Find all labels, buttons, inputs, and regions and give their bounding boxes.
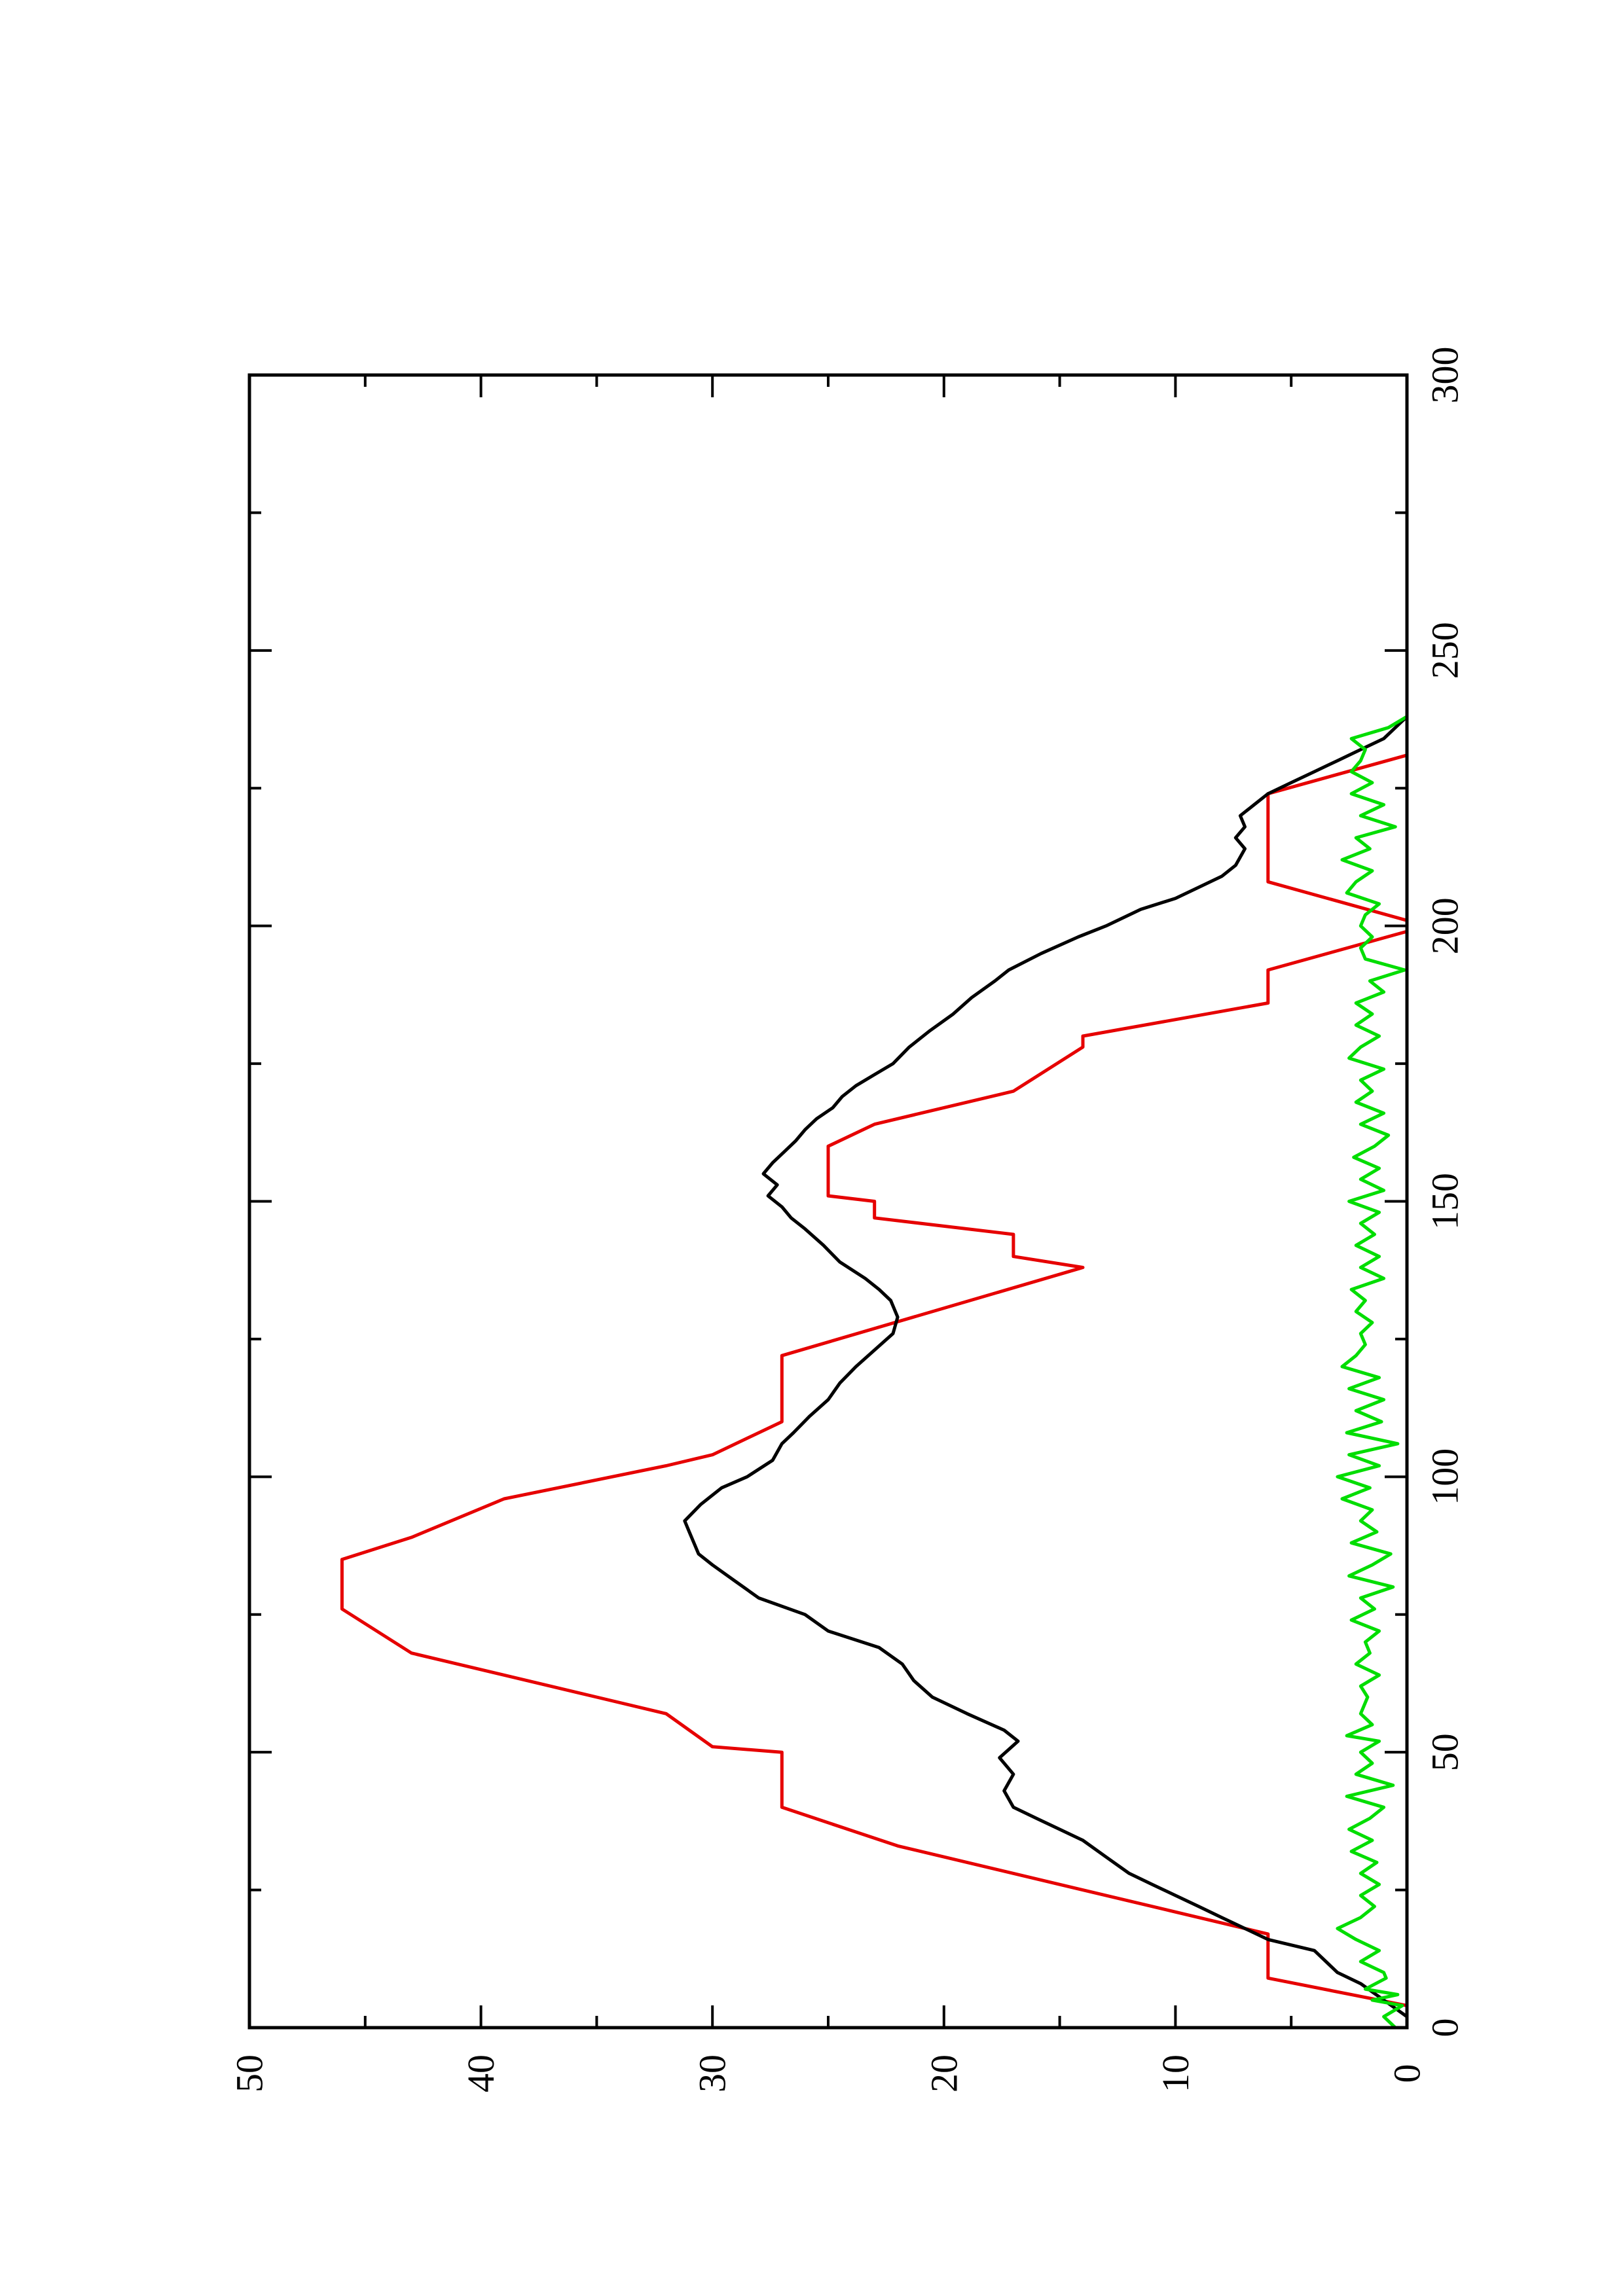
series-line-3 xyxy=(1336,715,1408,2029)
series-layer xyxy=(340,715,1409,2029)
x-tick-label-200: 200 xyxy=(1424,897,1467,954)
y-tick-label-30: 30 xyxy=(691,2054,734,2092)
series-line-1 xyxy=(340,753,1409,2028)
x-tick-label-0: 0 xyxy=(1424,2018,1467,2037)
x-tick-label-150: 150 xyxy=(1424,1173,1467,1230)
ticks-layer xyxy=(248,374,1408,2029)
x-tick-label-50: 50 xyxy=(1424,1733,1467,1771)
y-tick-label-20: 20 xyxy=(922,2054,965,2092)
series-line-2 xyxy=(683,715,1409,2028)
y-tick-label-10: 10 xyxy=(1154,2054,1197,2092)
x-tick-label-300: 300 xyxy=(1424,347,1467,404)
labels-layer: 0 50 100 150 200 250 300 0 10 20 30 40 50 xyxy=(228,347,1467,2093)
y-tick-label-50: 50 xyxy=(228,2054,271,2092)
x-tick-label-250: 250 xyxy=(1424,622,1467,679)
y-tick-label-0: 0 xyxy=(1386,2064,1429,2083)
x-tick-label-100: 100 xyxy=(1424,1448,1467,1505)
y-tick-label-40: 40 xyxy=(460,2054,502,2092)
